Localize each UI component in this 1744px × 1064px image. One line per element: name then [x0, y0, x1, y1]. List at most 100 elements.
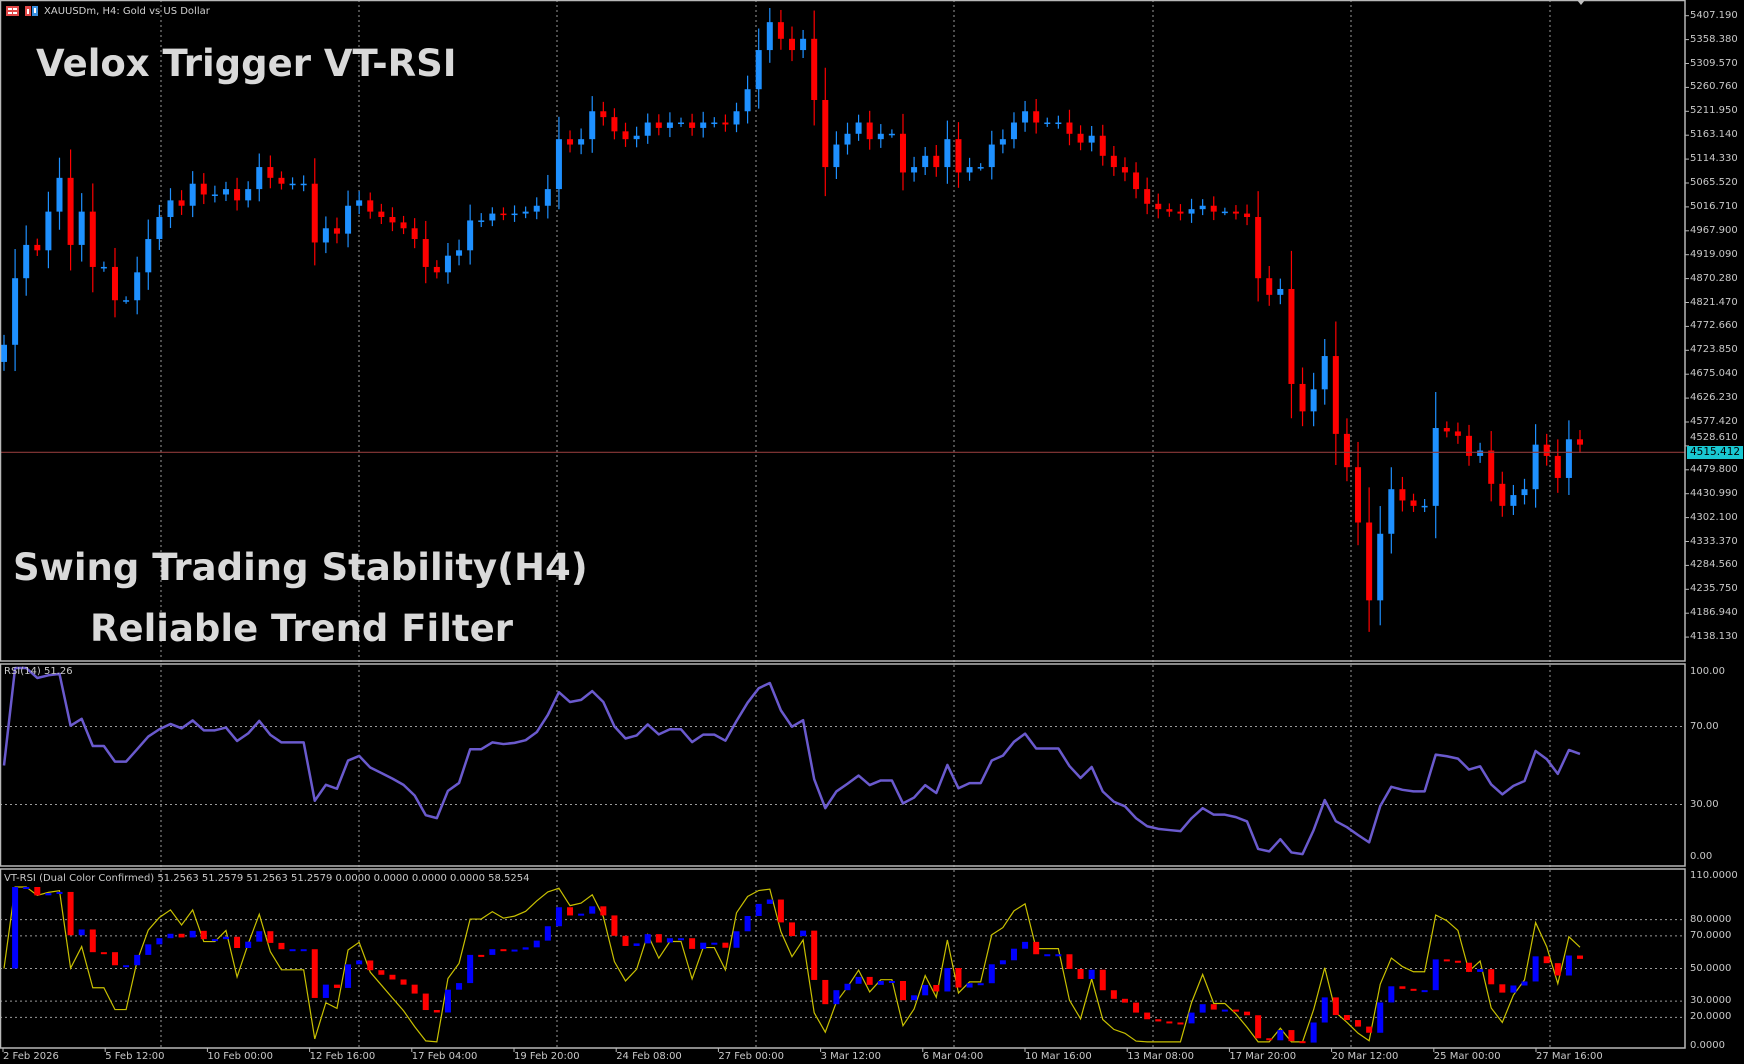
bull-candle	[1310, 389, 1317, 412]
bear-candle	[1577, 439, 1583, 445]
bear-candle	[411, 228, 418, 240]
bear-candle	[1255, 217, 1262, 279]
vt-down-block	[1410, 988, 1417, 991]
price-axis-label: 5163.140	[1690, 129, 1738, 141]
vt-up-block	[1565, 955, 1572, 976]
vt-down-block	[178, 933, 185, 938]
vt-up-block	[678, 938, 685, 941]
bear-candle	[433, 266, 440, 273]
vt-up-block	[1221, 1009, 1228, 1012]
bull-candle	[888, 133, 895, 136]
price-axis-label: 5114.330	[1690, 153, 1738, 165]
bull-candle	[322, 228, 329, 243]
time-axis-label: 25 Mar 00:00	[1433, 1051, 1501, 1062]
bear-candle	[1232, 211, 1239, 214]
vt-down-block	[1343, 1015, 1350, 1021]
bull-candle	[800, 38, 807, 51]
bull-candle	[1277, 288, 1284, 295]
bear-candle	[811, 38, 818, 100]
vt-down-block	[1443, 959, 1450, 962]
bear-candle	[367, 200, 374, 212]
vt-up-block	[1321, 997, 1328, 1023]
vt-up-block	[222, 936, 229, 940]
vt-down-block	[866, 976, 873, 985]
vt-up-block	[1277, 1030, 1284, 1041]
bull-candle	[1432, 428, 1439, 506]
bear-candle	[333, 228, 340, 234]
vt-down-block	[822, 979, 829, 1005]
vt-down-block	[1144, 1012, 1151, 1020]
vt-up-block	[578, 913, 585, 916]
bull-candle	[1377, 533, 1384, 601]
vt-up-block	[145, 944, 152, 955]
vt-up-block	[977, 983, 984, 986]
time-axis-label: 3 Mar 12:00	[820, 1051, 881, 1062]
vt-down-block	[433, 1010, 440, 1013]
vt-down-block	[1466, 962, 1473, 972]
vt-down-block	[34, 887, 41, 896]
price-axis-label: 5358.380	[1690, 33, 1738, 45]
vt-down-block	[567, 907, 574, 916]
vt-up-block	[833, 990, 840, 1005]
vt-up-block	[456, 983, 463, 990]
vt-down-block	[1499, 984, 1506, 993]
vt-down-block	[933, 984, 940, 992]
bear-candle	[1077, 133, 1084, 143]
bull-candle	[533, 205, 540, 212]
chart-window-icon[interactable]	[6, 6, 19, 16]
time-axis-label: 6 Mar 04:00	[922, 1051, 984, 1062]
vt-down-block	[1288, 1030, 1295, 1042]
chart-type-icon[interactable]	[25, 6, 38, 16]
vt-up-block	[733, 931, 740, 948]
bull-candle	[744, 89, 751, 112]
vt-down-block	[1454, 960, 1461, 963]
bull-candle	[1055, 122, 1062, 125]
vt-down-block	[655, 934, 662, 943]
bear-candle	[1177, 211, 1184, 214]
vt-down-block	[899, 981, 906, 1001]
vt-down-block	[389, 974, 396, 980]
vt-down-block	[600, 906, 607, 916]
vt-down-block	[1355, 1020, 1362, 1027]
bear-candle	[1244, 213, 1251, 218]
rsi-axis-label: 30.00	[1690, 798, 1719, 810]
bull-candle	[23, 244, 30, 279]
vt-up-block	[211, 939, 218, 942]
vt-down-block	[1099, 969, 1106, 991]
vt-down-block	[1033, 941, 1040, 955]
bear-candle	[1110, 155, 1117, 168]
vt-down-block	[267, 931, 274, 943]
bull-candle	[511, 213, 518, 216]
price-axis-label: 4186.940	[1690, 607, 1738, 619]
vt-down-block	[1255, 1015, 1262, 1039]
bull-candle	[1, 344, 7, 362]
vt-up-block	[922, 984, 929, 996]
vt-up-block	[744, 915, 751, 932]
bull-candle	[944, 139, 951, 168]
vt-down-block	[1155, 1019, 1162, 1022]
bear-candle	[1499, 483, 1506, 506]
rsi-panel-frame	[0, 663, 1686, 867]
bear-candle	[822, 99, 829, 168]
bear-candle	[267, 167, 274, 178]
vt-down-block	[500, 949, 507, 952]
bear-candle	[1099, 135, 1106, 156]
bear-candle	[1454, 431, 1461, 436]
chart-shift-marker	[1577, 0, 1585, 5]
bear-candle	[722, 122, 729, 125]
price-axis-label: 4967.900	[1690, 224, 1738, 236]
bull-candle	[1022, 111, 1029, 123]
bear-candle	[278, 177, 285, 184]
bear-candle	[1066, 122, 1073, 134]
bull-candle	[189, 183, 196, 206]
panel-frames	[0, 0, 1689, 1052]
bear-candle	[1121, 167, 1128, 173]
bear-candle	[655, 122, 662, 128]
vt-up-block	[1044, 954, 1051, 957]
vt-up-block	[877, 981, 884, 985]
rsi-axis-label: 70.00	[1690, 720, 1719, 732]
vt-down-block	[1177, 1022, 1184, 1025]
vt-down-block	[777, 899, 784, 923]
bull-candle	[544, 189, 551, 206]
